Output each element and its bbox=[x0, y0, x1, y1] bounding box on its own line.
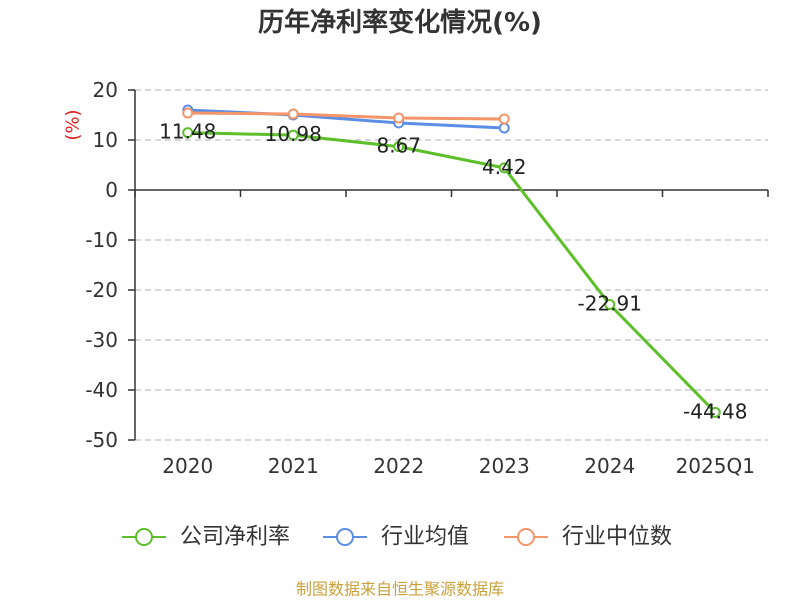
axes: 20 10 0 -10 -20 -30 -40 -50 2020 2021 2022 2023 2024… bbox=[85, 78, 769, 478]
gridlines bbox=[135, 89, 768, 441]
y-tick-label: 10 bbox=[93, 128, 118, 152]
legend-label: 行业均值 bbox=[381, 525, 469, 550]
x-tick-label: 2025Q1 bbox=[676, 454, 755, 478]
y-tick-label: -10 bbox=[85, 228, 118, 252]
data-label: -44.48 bbox=[683, 399, 747, 423]
legend: 公司净利率 行业均值 行业中位数 bbox=[122, 525, 672, 550]
series-layer bbox=[182, 104, 721, 418]
legend-circle-icon bbox=[135, 528, 153, 546]
y-tick-label: 20 bbox=[93, 78, 118, 102]
data-point bbox=[498, 122, 510, 134]
legend-circle-icon bbox=[336, 528, 354, 546]
data-point bbox=[393, 141, 405, 153]
source-note: 制图数据来自恒生聚源数据库 bbox=[296, 580, 504, 599]
x-tick-label: 2020 bbox=[162, 454, 213, 478]
data-point bbox=[709, 406, 721, 418]
data-label: 8.67 bbox=[376, 134, 421, 158]
y-axis-label: (%) bbox=[63, 109, 84, 140]
series-line bbox=[186, 111, 506, 121]
data-point bbox=[182, 127, 194, 139]
data-label: -22.91 bbox=[578, 292, 642, 316]
data-point bbox=[287, 129, 299, 141]
series-line bbox=[186, 131, 717, 414]
legend-item: 行业中位数 bbox=[504, 525, 672, 550]
legend-item: 公司净利率 bbox=[122, 525, 290, 550]
data-label: 10.98 bbox=[265, 122, 322, 146]
y-tick-label: -20 bbox=[85, 278, 118, 302]
x-tick-label: 2021 bbox=[268, 454, 319, 478]
x-tick-label: 2024 bbox=[584, 454, 635, 478]
y-tick-label: 0 bbox=[105, 178, 118, 202]
y-tick-label: -40 bbox=[85, 378, 118, 402]
x-tick-label: 2023 bbox=[479, 454, 530, 478]
data-label: 11.48 bbox=[159, 120, 216, 144]
data-point bbox=[287, 108, 299, 120]
legend-label: 公司净利率 bbox=[180, 525, 290, 550]
data-point bbox=[498, 162, 510, 174]
legend-circle-icon bbox=[517, 528, 535, 546]
data-labels: 11.48 10.98 8.67 4.42 -22.91 -44.48 bbox=[159, 120, 747, 424]
chart-title: 历年净利率变化情况(%) bbox=[258, 7, 542, 38]
data-point bbox=[498, 113, 510, 125]
legend-label: 行业中位数 bbox=[562, 525, 672, 550]
data-point bbox=[182, 107, 194, 119]
y-tick-label: -30 bbox=[85, 328, 118, 352]
y-tick-label: -50 bbox=[85, 428, 118, 452]
data-point bbox=[604, 299, 616, 311]
legend-item: 行业均值 bbox=[323, 525, 469, 550]
data-point bbox=[393, 112, 405, 124]
data-label: 4.42 bbox=[482, 155, 527, 179]
x-tick-label: 2022 bbox=[373, 454, 424, 478]
